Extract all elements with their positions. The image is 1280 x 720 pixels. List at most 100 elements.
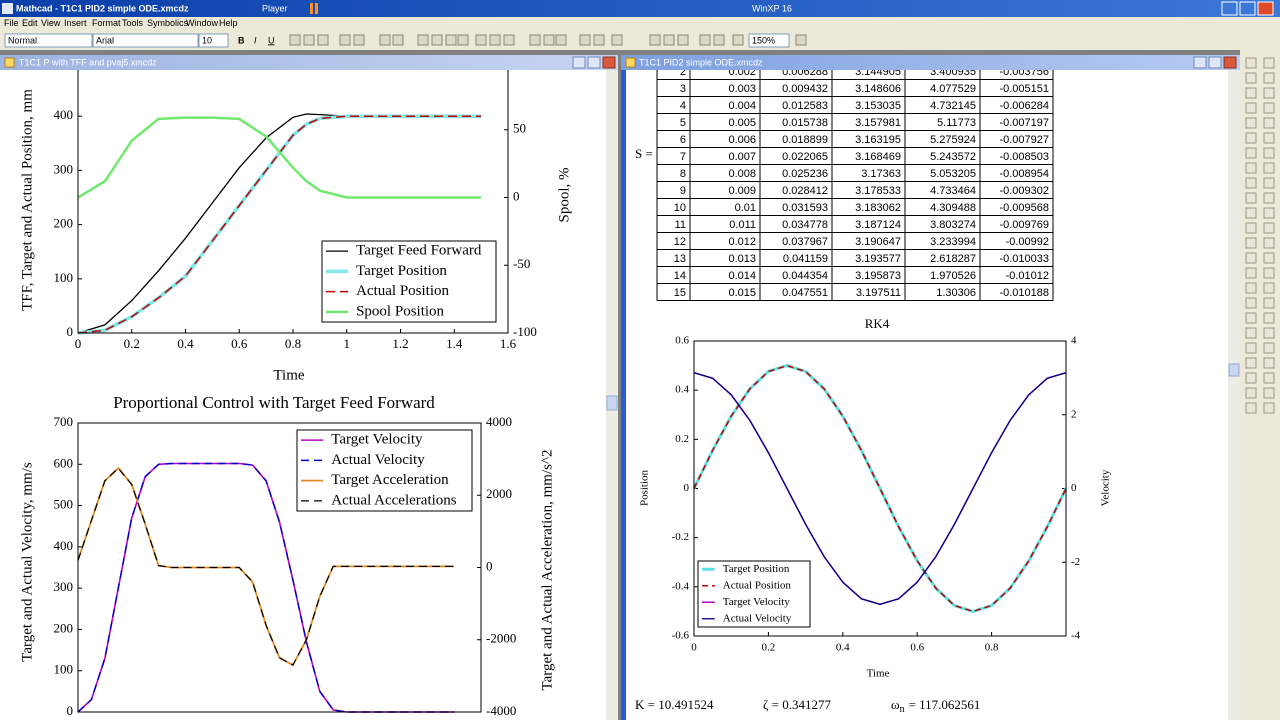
toolbar-button[interactable] — [339, 34, 351, 46]
palette-button[interactable] — [1263, 342, 1275, 354]
font-dropdown[interactable] — [92, 33, 199, 48]
toolbar-button[interactable] — [289, 34, 301, 46]
size-dropdown[interactable] — [198, 33, 229, 48]
palette-button[interactable] — [1245, 282, 1257, 294]
pause-icon[interactable] — [310, 3, 313, 14]
toolbar-button[interactable] — [555, 34, 567, 46]
toolbar-button[interactable] — [353, 34, 365, 46]
palette-button[interactable] — [1245, 327, 1257, 339]
minimize-button[interactable] — [1193, 56, 1207, 69]
menu-item[interactable]: View — [41, 18, 61, 28]
menu-item[interactable]: Help — [219, 18, 238, 28]
toolbar-button[interactable] — [457, 34, 469, 46]
pause-icon[interactable] — [315, 3, 318, 14]
toolbar-button[interactable] — [503, 34, 515, 46]
toolbar-button[interactable] — [649, 34, 661, 46]
italic-button[interactable]: I — [254, 35, 257, 45]
toolbar-button[interactable] — [699, 34, 711, 46]
palette-button[interactable] — [1263, 222, 1275, 234]
toolbar-button[interactable] — [795, 34, 807, 46]
menu-item[interactable]: Window — [186, 18, 219, 28]
app-minimize[interactable] — [1221, 1, 1238, 16]
palette-button[interactable] — [1245, 222, 1257, 234]
menu-item[interactable]: Insert — [64, 18, 87, 28]
close-button[interactable] — [602, 56, 616, 69]
player-label[interactable]: Player — [262, 3, 288, 13]
close-button[interactable] — [1223, 56, 1237, 69]
palette-button[interactable] — [1245, 117, 1257, 129]
palette-button[interactable] — [1263, 387, 1275, 399]
palette-button[interactable] — [1263, 102, 1275, 114]
palette-button[interactable] — [1245, 192, 1257, 204]
palette-button[interactable] — [1263, 132, 1275, 144]
palette-button[interactable] — [1263, 312, 1275, 324]
palette-button[interactable] — [1245, 402, 1257, 414]
palette-button[interactable] — [1245, 252, 1257, 264]
toolbar-button[interactable] — [677, 34, 689, 46]
palette-button[interactable] — [1263, 207, 1275, 219]
palette-button[interactable] — [1245, 207, 1257, 219]
toolbar-button[interactable] — [579, 34, 591, 46]
palette-button[interactable] — [1245, 237, 1257, 249]
toolbar-button[interactable] — [732, 34, 744, 46]
maximize-button[interactable] — [587, 56, 601, 69]
toolbar-button[interactable] — [529, 34, 541, 46]
palette-button[interactable] — [1263, 237, 1275, 249]
palette-button[interactable] — [1245, 372, 1257, 384]
palette-button[interactable] — [1245, 297, 1257, 309]
palette-button[interactable] — [1263, 57, 1275, 69]
palette-button[interactable] — [1263, 297, 1275, 309]
palette-button[interactable] — [1245, 312, 1257, 324]
toolbar-button[interactable] — [475, 34, 487, 46]
minimize-button[interactable] — [572, 56, 586, 69]
menu-item[interactable]: File — [4, 18, 19, 28]
toolbar-button[interactable] — [489, 34, 501, 46]
maximize-button[interactable] — [1208, 56, 1222, 69]
palette-button[interactable] — [1263, 282, 1275, 294]
toolbar-button[interactable] — [445, 34, 457, 46]
toolbar-button[interactable] — [543, 34, 555, 46]
palette-button[interactable] — [1263, 372, 1275, 384]
palette-button[interactable] — [1263, 147, 1275, 159]
palette-button[interactable] — [1263, 162, 1275, 174]
toolbar-button[interactable] — [417, 34, 429, 46]
menu-item[interactable]: Format — [92, 18, 121, 28]
palette-button[interactable] — [1245, 132, 1257, 144]
palette-button[interactable] — [1263, 87, 1275, 99]
palette-button[interactable] — [1263, 117, 1275, 129]
palette-button[interactable] — [1263, 357, 1275, 369]
palette-button[interactable] — [1245, 357, 1257, 369]
toolbar-button[interactable] — [593, 34, 605, 46]
palette-button[interactable] — [1245, 87, 1257, 99]
toolbar-button[interactable] — [713, 34, 725, 46]
toolbar-button[interactable] — [379, 34, 391, 46]
toolbar-button[interactable] — [392, 34, 404, 46]
toolbar-button[interactable] — [303, 34, 315, 46]
right-scrollbar[interactable] — [1228, 70, 1240, 720]
palette-button[interactable] — [1245, 162, 1257, 174]
palette-button[interactable] — [1263, 192, 1275, 204]
menu-item[interactable]: Tools — [122, 18, 144, 28]
palette-button[interactable] — [1245, 147, 1257, 159]
scroll-thumb[interactable] — [1228, 363, 1240, 377]
palette-button[interactable] — [1263, 72, 1275, 84]
app-maximize[interactable] — [1239, 1, 1256, 16]
toolbar-button[interactable] — [317, 34, 329, 46]
palette-button[interactable] — [1245, 267, 1257, 279]
app-close[interactable] — [1257, 1, 1274, 16]
palette-button[interactable] — [1245, 387, 1257, 399]
menu-item[interactable]: Symbolics — [147, 18, 189, 28]
menu-item[interactable]: Edit — [22, 18, 38, 28]
left-scrollbar[interactable] — [606, 70, 618, 720]
palette-button[interactable] — [1245, 177, 1257, 189]
palette-button[interactable] — [1245, 72, 1257, 84]
palette-button[interactable] — [1263, 402, 1275, 414]
palette-button[interactable] — [1245, 102, 1257, 114]
toolbar-button[interactable] — [663, 34, 675, 46]
palette-button[interactable] — [1245, 57, 1257, 69]
toolbar-button[interactable] — [431, 34, 443, 46]
underline-button[interactable]: U — [268, 35, 275, 45]
bold-button[interactable]: B — [238, 35, 245, 45]
scroll-thumb[interactable] — [606, 395, 618, 411]
style-dropdown[interactable] — [4, 33, 93, 48]
